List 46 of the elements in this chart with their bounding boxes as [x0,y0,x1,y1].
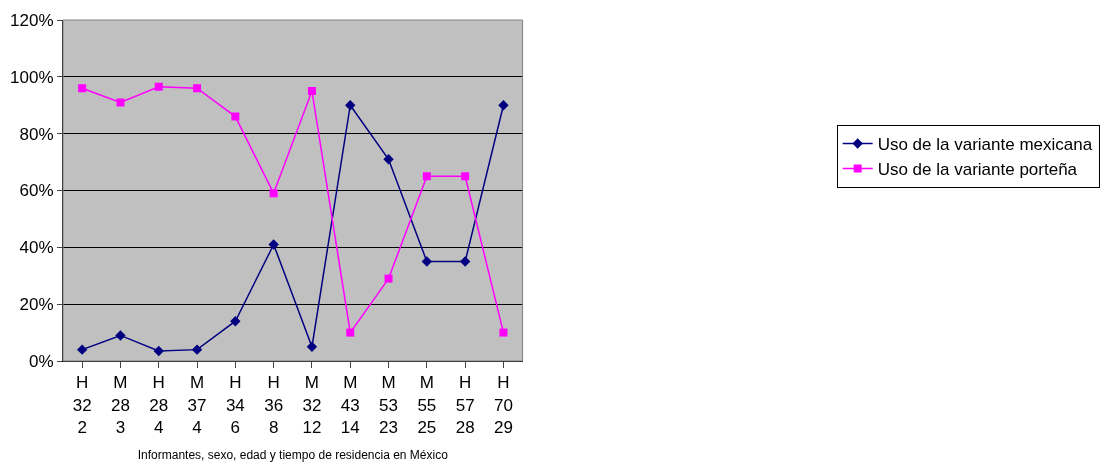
legend-label: Uso de la variante porteña [877,160,1078,180]
x-tick-label: M 53 23 [379,373,399,437]
x-tick-label: H 36 8 [264,373,284,437]
point [154,82,163,91]
x-tick-label: H 34 6 [225,373,245,437]
point [268,239,279,250]
y-tick-label: 80% [19,124,54,144]
y-tick-label: 60% [19,181,54,201]
point [306,341,318,352]
x-axis-title: Informantes, sexo, edad y tiempo de residencia en México [137,448,449,463]
x-tick-label: H 70 29 [493,373,513,437]
point [191,344,203,355]
x-tick-label: M 28 3 [110,373,130,437]
point [231,112,240,121]
point [383,154,394,165]
point [499,328,508,337]
point [116,98,125,107]
point [269,189,278,198]
x-tick-label: M 43 14 [340,373,360,437]
legend-label: Uso de la variante mexicana [877,135,1093,155]
x-tick-label: M 32 12 [302,373,322,437]
y-tick-label: 120% [10,10,54,30]
point [78,84,87,93]
point [307,87,316,96]
point [461,172,470,181]
point [193,84,202,93]
x-tick-label: H 57 28 [455,373,475,437]
x-tick-label: M 55 25 [417,373,437,437]
x-tick-label: M 37 4 [187,373,207,437]
point [115,330,126,341]
y-tick-label: 0% [29,351,54,371]
x-tick-label: H 28 4 [149,373,169,437]
y-tick-label: 20% [19,295,54,315]
point [498,100,509,111]
point [421,256,433,267]
y-tick-label: 40% [19,238,54,258]
x-tick-label: H 32 2 [72,373,92,437]
point [76,344,88,355]
point [459,256,471,267]
point [346,328,355,337]
point [153,345,164,357]
point [345,100,356,111]
y-tick-label: 100% [10,67,54,87]
point [384,274,393,283]
point [230,316,241,327]
point [422,172,431,181]
